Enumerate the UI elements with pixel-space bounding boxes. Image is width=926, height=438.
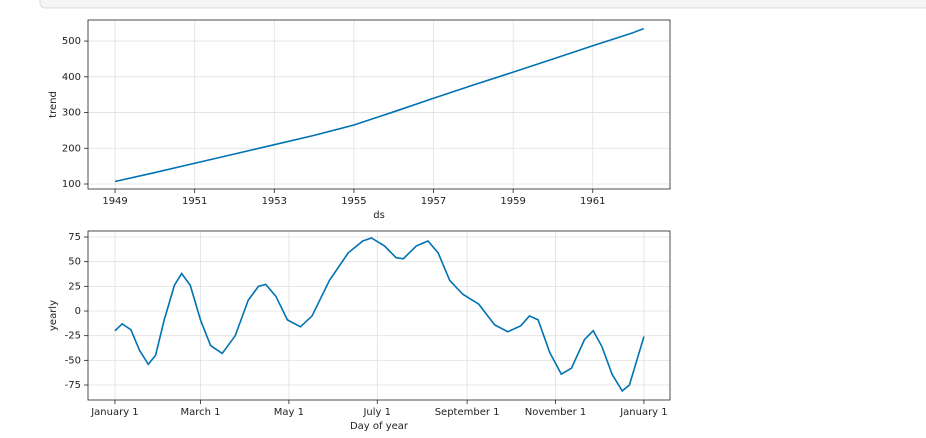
x-tick-label: 1957 <box>421 196 446 207</box>
trend-line <box>114 27 645 183</box>
x-tick-label: 1955 <box>341 196 366 207</box>
y-tick-label: 300 <box>62 108 81 119</box>
plot-frame <box>87 230 671 401</box>
y-tick-label: 500 <box>62 36 81 47</box>
x-tick-label: 1961 <box>580 196 605 207</box>
x-axis-label: Day of year <box>350 421 409 432</box>
x-tick-label: January 1 <box>619 407 667 418</box>
x-tick-label: 1959 <box>500 196 525 207</box>
y-tick-label: 100 <box>62 179 81 190</box>
x-tick-label: 1951 <box>182 196 207 207</box>
x-tick-label: January 1 <box>90 407 138 418</box>
y-axis-label: yearly <box>48 300 59 331</box>
x-tick-label: November 1 <box>525 407 587 418</box>
y-tick-label: -25 <box>65 331 81 342</box>
plot-frame <box>87 19 671 190</box>
x-tick-label: May 1 <box>274 407 304 418</box>
y-tick-label: 75 <box>68 232 81 243</box>
y-tick-label: 400 <box>62 72 81 83</box>
y-tick-label: -75 <box>65 380 81 391</box>
x-tick-label: March 1 <box>180 407 220 418</box>
x-tick-label: 1953 <box>262 196 287 207</box>
trend-line <box>114 237 645 393</box>
y-tick-label: 50 <box>68 257 81 268</box>
y-tick-label: -50 <box>65 355 81 366</box>
y-axis-label: trend <box>48 91 59 118</box>
cell-output-frame <box>39 0 926 9</box>
x-tick-label: July 1 <box>362 407 391 418</box>
x-axis-label: ds <box>373 210 385 221</box>
y-tick-label: 200 <box>62 143 81 154</box>
y-tick-label: 0 <box>75 306 81 317</box>
y-tick-label: 25 <box>68 281 81 292</box>
x-tick-label: September 1 <box>435 407 500 418</box>
x-tick-label: 1949 <box>102 196 127 207</box>
